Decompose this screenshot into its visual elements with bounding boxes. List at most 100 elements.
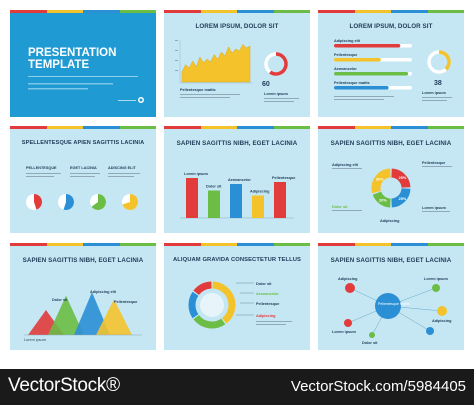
segment-percent: 25%: [399, 197, 407, 201]
network-diagram: Pellentesque mattis Adipiscing Lorem ips…: [332, 277, 452, 345]
segment-label: Dolor sit: [332, 205, 348, 209]
segment-label: Adipiscing elit: [332, 163, 359, 167]
cover-title: PRESENTATION TEMPLATE: [28, 47, 116, 71]
color-stripe: [10, 126, 156, 129]
donut-segment: [372, 191, 392, 208]
slide-hbar-chart: LOREM IPSUM, DOLOR SIT Adipiscing elit P…: [318, 10, 464, 117]
slide-title: LOREM IPSUM, DOLOR SIT: [195, 23, 279, 30]
donut-arc: [438, 50, 451, 71]
donut-arc: [269, 52, 288, 76]
bar-label: Adipiscing elit: [334, 39, 361, 43]
slide-donut-segments: SAPIEN SAGITTIS NIBH, EGET LACINIA 25% 25…: [318, 126, 464, 233]
slide-title: SAPIEN SAGITTIS NIBH, EGET LACINIA: [330, 257, 452, 264]
node: [432, 284, 440, 292]
color-stripe: [318, 126, 464, 129]
node: [344, 319, 352, 327]
pie-slice: [63, 194, 74, 210]
segment-percent: 25%: [399, 176, 407, 180]
pie-slice: [34, 194, 42, 210]
segment-label: Pellentesque: [422, 161, 445, 165]
watermark-footer: VectorStock® VectorStock.com/5984405: [0, 369, 474, 405]
bar-label: Dolor sit: [206, 185, 222, 189]
segment-percent: 30%: [376, 178, 384, 182]
pie-slice: [91, 194, 106, 210]
triangle-chart: Dolor sit Adipiscing elit Pellentesque L…: [24, 290, 142, 342]
cover-divider: [28, 76, 138, 77]
ring-center: [200, 293, 224, 317]
chart-caption: Pellentesque mattis: [180, 88, 216, 92]
pie-slice: [122, 194, 138, 210]
ring-chart: Dolor sit Aeneancelor Pellentesque Adipi…: [188, 281, 292, 329]
color-stripe: [164, 10, 310, 13]
color-stripe: [164, 243, 310, 246]
color-stripe: [318, 10, 464, 13]
ring-segment: [193, 281, 212, 296]
ring-segment: [193, 314, 226, 329]
column-heading: ADISCING ELIT: [108, 166, 137, 170]
donut-segment: [371, 168, 392, 194]
area-series: [181, 44, 251, 83]
center-node: [375, 293, 401, 319]
center-label: Pellentesque mattis: [378, 302, 410, 306]
triangle-mark: [48, 295, 84, 335]
donut-value: 38: [434, 80, 442, 87]
slide-ring-chart: ALIQUAM GRAVIDA CONSECTETUR TELLUS Dolor…: [164, 243, 310, 350]
slide-title: LOREM IPSUM, DOLOR SIT: [349, 23, 433, 30]
bar: [334, 44, 401, 48]
bar-label: Pellentesque: [272, 176, 295, 180]
pie-set: PELLENTESQUE EGET LACINIA ADISCING ELIT: [26, 166, 140, 210]
segment-label: Lorem ipsum: [422, 206, 446, 210]
cover-title-line1: PRESENTATION: [28, 47, 117, 59]
axis-label: Lorem ipsum: [24, 338, 46, 342]
bar: [334, 58, 381, 62]
bar-label: Aeneancelor: [228, 178, 251, 182]
ring-segment: [212, 281, 236, 324]
slide-network: SAPIEN SAGITTIS NIBH, EGET LACINIA Pelle…: [318, 243, 464, 350]
slide-title: SPELLENTESQUE APIEN SAGITTIS LACINIA: [21, 140, 145, 146]
segment-label: Adipiscing: [380, 219, 400, 223]
ring-label: Adipiscing: [256, 314, 276, 318]
side-label: Lorem ipsum: [422, 91, 446, 95]
color-stripe: [164, 126, 310, 129]
node: [437, 306, 447, 316]
bar: [186, 178, 198, 218]
donut-segment: [390, 168, 411, 189]
area-chart: 60 Pellentesque mattis Lorem ipsum: [175, 40, 299, 102]
ring-label: Dolor sit: [256, 282, 272, 286]
slide-area-chart: LOREM IPSUM, DOLOR SIT 60 Pellentesque m…: [164, 10, 310, 117]
bar: [274, 182, 286, 218]
bar-label: Adipiscing: [250, 190, 270, 194]
node: [426, 327, 434, 335]
cover-decoration: [28, 83, 144, 103]
slide-cover: PRESENTATION TEMPLATE: [10, 10, 156, 117]
slide-title: SAPIEN SAGITTIS NIBH, EGET LACINIA: [330, 140, 452, 147]
ring-segment: [188, 291, 199, 319]
bar-chart: Lorem ipsum Dolor sit Aeneancelor Adipiscin…: [180, 172, 295, 219]
ring-label: Pellentesque: [256, 302, 279, 306]
donut-chart: 25% 25% 20% 30% Adipiscing elit Pellentesqu…: [332, 161, 452, 223]
triangle-mark: [74, 292, 110, 335]
color-stripe: [10, 243, 156, 246]
slide-bar-chart: SAPIEN SAGITTIS NIBH, EGET LACINIA Lorem…: [164, 126, 310, 233]
bar-label: Pellentesque: [334, 53, 357, 57]
donut-segment: [390, 187, 411, 208]
node-label: Adipiscing: [338, 277, 358, 281]
column-heading: PELLENTESQUE: [26, 166, 57, 170]
node: [369, 332, 375, 338]
triangle-mark: [96, 299, 132, 335]
node-label: Lorem ipsum: [332, 330, 356, 334]
slide-title: ALIQUAM GRAVIDA CONSECTETUR TELLUS: [172, 257, 302, 263]
column-heading: EGET LACINIA: [70, 166, 97, 170]
color-stripe: [10, 10, 156, 13]
bar: [252, 195, 264, 218]
peak-label: Dolor sit: [52, 298, 68, 302]
peak-label: Adipiscing elit: [90, 290, 117, 294]
slide-triangle-chart: SAPIEN SAGITTIS NIBH, EGET LACINIA Dolor…: [10, 243, 156, 350]
bar: [334, 72, 409, 76]
color-stripe: [318, 243, 464, 246]
peak-label: Pellentesque: [114, 300, 137, 304]
bar-label: Lorem ipsum: [184, 172, 208, 176]
slide-title: SAPIEN SAGITTIS NIBH, EGET LACINIA: [176, 140, 298, 147]
image-id: VectorStock.com/5984405: [290, 378, 466, 395]
hbar-chart: Adipiscing elit Pellentesque Aeneancelor…: [334, 39, 452, 101]
